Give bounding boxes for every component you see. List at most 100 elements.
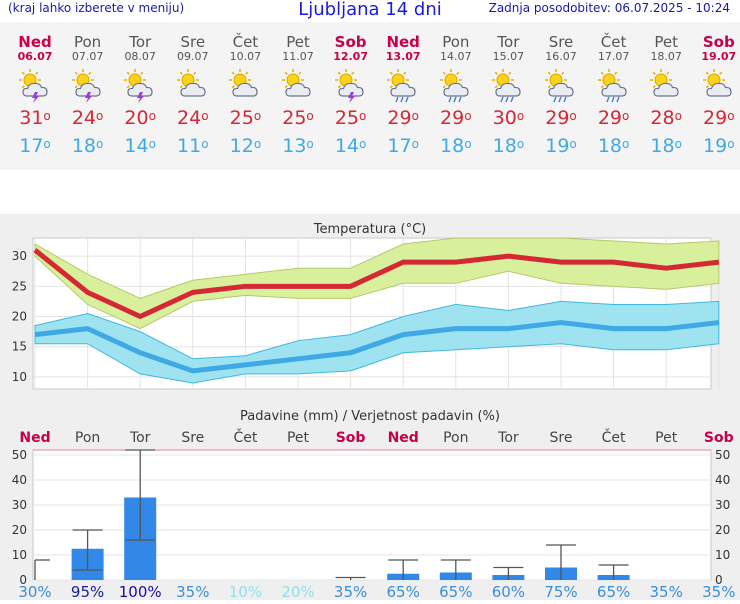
- precip-y-tick-right: 40: [715, 473, 730, 487]
- menu-hint: (kraj lahko izberete v meniju): [8, 1, 185, 15]
- precip-day-label: Sre: [550, 430, 573, 446]
- forecast-day-2: Tor 08.07 20o 14o: [114, 33, 166, 157]
- forecast-day-7: Ned 13.07 29o 17o: [377, 33, 429, 157]
- precip-probability: 20%: [281, 583, 314, 600]
- sun-cloud-rain-icon: [535, 69, 587, 103]
- min-temp: 17o: [387, 135, 419, 157]
- min-temp: 12o: [229, 135, 262, 157]
- temp-y-tick: 20: [12, 310, 27, 324]
- precip-probability: 35%: [334, 583, 367, 600]
- min-temp: 18o: [71, 135, 104, 157]
- sun-cloud-rain-icon: [588, 69, 640, 103]
- forecast-day-1: Pon 07.07 24o 18o: [62, 33, 114, 157]
- day-date: 07.07: [71, 50, 104, 63]
- sun-cloud-icon: [693, 69, 740, 103]
- precip-y-tick-left: 0: [19, 573, 27, 587]
- max-temp: 31o: [19, 107, 51, 129]
- max-temp: 30o: [492, 107, 525, 129]
- forecast-day-3: Sre 09.07 24o 11o: [167, 33, 219, 157]
- day-name: Tor: [497, 33, 520, 51]
- temp-y-tick: 25: [12, 279, 27, 293]
- precip-day-label: Tor: [129, 430, 151, 446]
- precip-chart-title: Padavine (mm) / Verjetnost padavin (%): [240, 409, 500, 424]
- precip-probability: 35%: [650, 583, 683, 600]
- max-temp-line: [33, 248, 720, 320]
- precip-probability: 10%: [229, 583, 262, 600]
- sun-cloud-storm-icon: [114, 69, 166, 103]
- min-temp: 13o: [282, 135, 314, 157]
- day-date: 13.07: [385, 50, 421, 63]
- max-temp: 29o: [545, 107, 577, 129]
- day-date: 06.07: [17, 50, 53, 63]
- temp-y-tick: 15: [12, 340, 27, 354]
- forecast-day-9: Tor 15.07 30o 18o: [482, 33, 534, 157]
- day-date: 15.07: [492, 50, 525, 63]
- sun-cloudy-icon: [272, 69, 324, 103]
- day-name: Pet: [286, 33, 310, 51]
- max-temp: 25o: [282, 107, 314, 129]
- day-date: 14.07: [440, 50, 472, 63]
- day-date: 17.07: [597, 50, 630, 63]
- sun-cloud-rain-icon: [430, 69, 482, 103]
- forecast-day-12: Pet 18.07 28o 18o: [640, 33, 692, 157]
- precip-probability: 75%: [544, 583, 577, 600]
- min-temp: 14o: [334, 135, 367, 157]
- sun-cloud-storm-icon: [62, 69, 114, 103]
- page-title: Ljubljana 14 dni: [298, 0, 442, 20]
- day-date: 18.07: [650, 50, 682, 63]
- precip-y-tick-right: 30: [715, 498, 730, 512]
- precip-y-tick-right: 0: [715, 573, 723, 587]
- precip-y-tick-right: 50: [715, 448, 730, 462]
- min-temp: 18o: [597, 135, 630, 157]
- forecast-day-5: Pet 11.07 25o 13o: [272, 33, 324, 157]
- sun-cloud-rain-icon: [377, 69, 429, 103]
- precip-y-tick-left: 50: [12, 448, 27, 462]
- max-temp: 20o: [124, 107, 156, 129]
- max-temp: 29o: [387, 107, 419, 129]
- sun-cloud-storm-icon: [9, 69, 61, 103]
- daily-forecast-strip: Ned 06.07 31o 17o Pon 07.07 24o 18o Tor 08.07 20o 1…: [0, 22, 740, 170]
- max-temp: 29o: [440, 107, 472, 129]
- max-temp: 24o: [71, 107, 104, 129]
- min-temp: 19o: [703, 135, 735, 157]
- day-name: Sre: [180, 33, 206, 51]
- day-name: Pon: [73, 33, 102, 51]
- precip-day-label: Pet: [655, 430, 678, 446]
- max-temp: 28o: [650, 107, 682, 129]
- day-name: Sob: [334, 33, 367, 51]
- min-temp: 18o: [650, 135, 682, 157]
- precip-probability: 95%: [71, 583, 104, 600]
- day-name: Čet: [600, 33, 627, 51]
- precip-probability: 100%: [119, 583, 162, 600]
- max-temp: 24o: [177, 107, 209, 129]
- temp-chart-title: Temperatura (°C): [313, 222, 426, 237]
- precip-day-label: Sob: [336, 430, 366, 446]
- day-date: 11.07: [282, 50, 314, 63]
- precip-y-tick-right: 10: [715, 548, 730, 562]
- precip-y-tick-left: 40: [12, 473, 27, 487]
- sun-cloudy-icon: [167, 69, 219, 103]
- precip-y-tick-left: 30: [12, 498, 27, 512]
- day-date: 12.07: [333, 50, 368, 63]
- min-temp: 19o: [545, 135, 577, 157]
- precip-probability: 65%: [439, 583, 472, 600]
- day-date: 09.07: [177, 50, 209, 63]
- day-date: 19.07: [701, 50, 737, 63]
- precip-day-label: Pet: [287, 430, 310, 446]
- precip-day-label: Čet: [602, 428, 626, 446]
- forecast-day-13: Sob 19.07 29o 19o: [693, 33, 740, 157]
- max-temp: 25o: [334, 107, 367, 129]
- precip-y-tick-left: 10: [12, 548, 27, 562]
- min-temp: 11o: [177, 135, 209, 157]
- forecast-day-11: Čet 17.07 29o 18o: [588, 33, 640, 157]
- sun-cloud-icon: [640, 69, 692, 103]
- day-name: Sre: [548, 33, 574, 51]
- min-temp: 18o: [492, 135, 525, 157]
- precip-probability: 35%: [702, 583, 735, 600]
- day-date: 16.07: [545, 50, 577, 63]
- sun-cloud-rain-icon: [482, 69, 534, 103]
- last-updated: Zadnja posodobitev: 06.07.2025 - 10:24: [488, 1, 730, 15]
- temp-y-tick: 10: [12, 370, 27, 384]
- day-name: Čet: [232, 33, 259, 51]
